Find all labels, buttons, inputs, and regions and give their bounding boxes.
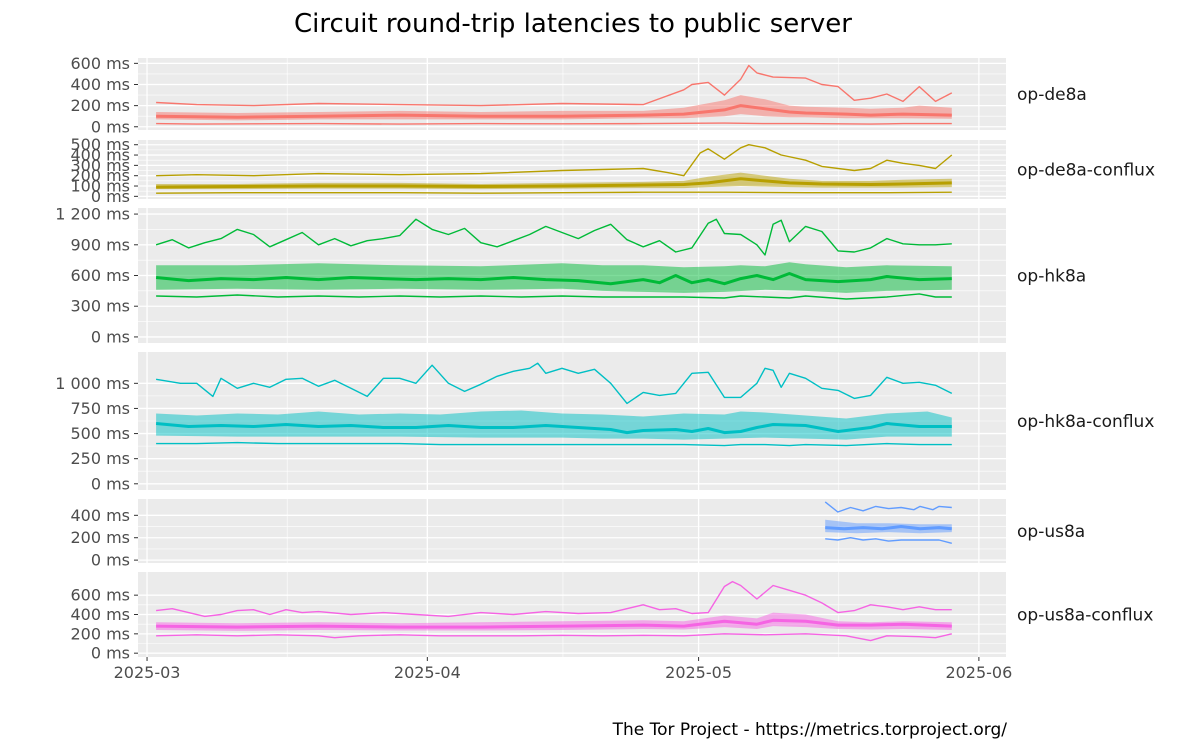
panel-op-hk8a: 0 ms 300 ms 600 ms 900 ms 1 200 ms op-hk8a (55, 205, 1086, 347)
y-tick-label: 200 ms (70, 96, 130, 115)
chart-caption: The Tor Project - https://metrics.torpro… (612, 720, 1008, 740)
panel-label: op-hk8a-conflux (1017, 412, 1154, 432)
low-line-op-de8a-conflux (156, 191, 952, 194)
iqr-band-op-de8a (156, 95, 952, 121)
y-tick-label: 300 ms (70, 297, 130, 316)
low-line-op-us8a-conflux (156, 633, 952, 642)
median-line-op-hk8a (155, 272, 952, 286)
panel-label: op-de8a (1017, 85, 1087, 105)
y-tick-label: 200 ms (70, 166, 130, 185)
x-tick-label: 2025-03 (114, 663, 181, 682)
y-tick-label: 400 ms (70, 75, 130, 94)
y-tick-label: 0 ms (91, 474, 130, 493)
panel-label: op-hk8a (1017, 267, 1086, 287)
x-tick-label: 2025-06 (945, 663, 1012, 682)
y-tick-label: 200 ms (70, 528, 130, 547)
low-line-op-de8a (156, 122, 952, 125)
panel-op-hk8a-conflux: 0 ms 250 ms 500 ms 750 ms 1 000 ms op-hk8a-co… (55, 352, 1154, 493)
median-line-op-us8a-conflux (156, 618, 952, 629)
panel-op-de8a: 0 ms 200 ms 400 ms 600 ms op-de8a (70, 54, 1086, 136)
x-tick-label: 2025-04 (394, 663, 461, 682)
median-line-op-de8a (156, 104, 952, 119)
low-line-op-hk8a (156, 293, 952, 300)
y-tick-label: 400 ms (70, 506, 130, 525)
y-tick-label: 500 ms (70, 424, 130, 443)
y-tick-label: 0 ms (91, 551, 130, 570)
panel-op-us8a: 0 ms 200 ms 400 ms op-us8a (70, 499, 1085, 570)
low-line-op-us8a (825, 537, 952, 544)
high-line-op-de8a (156, 64, 953, 107)
y-tick-label: 900 ms (70, 235, 130, 254)
chart-title: Circuit round-trip latencies to public s… (294, 9, 852, 39)
y-tick-label: 600 ms (70, 54, 130, 73)
y-tick-label: 300 ms (70, 156, 130, 175)
high-line-op-us8a (824, 501, 952, 513)
y-tick-label: 100 ms (70, 177, 130, 196)
median-line-op-de8a-conflux (156, 177, 952, 189)
y-tick-label: 400 ms (70, 605, 130, 624)
y-tick-label: 1 200 ms (55, 205, 130, 224)
median-line-op-us8a (825, 525, 952, 531)
panel-label: op-us8a (1017, 522, 1085, 542)
low-line-op-hk8a-conflux (156, 441, 952, 447)
panel-label: op-de8a-conflux (1017, 161, 1155, 181)
high-line-op-hk8a (155, 218, 952, 256)
high-line-op-hk8a-conflux (155, 362, 953, 405)
median-line-op-hk8a-conflux (155, 422, 952, 435)
y-tick-label: 1 000 ms (55, 374, 130, 393)
y-tick-label: 0 ms (91, 187, 130, 206)
x-tick-label: 2025-05 (665, 663, 732, 682)
iqr-band-op-hk8a (156, 262, 952, 293)
y-tick-label: 0 ms (91, 117, 130, 136)
y-tick-label: 400 ms (70, 146, 130, 165)
panel-label: op-us8a-conflux (1017, 606, 1153, 626)
y-tick-label: 600 ms (70, 586, 130, 605)
y-tick-label: 600 ms (70, 266, 130, 285)
y-tick-label: 500 ms (70, 135, 130, 154)
x-axis: 2025-03 2025-04 2025-05 2025-06 (114, 657, 1012, 682)
high-line-op-us8a-conflux (156, 580, 952, 618)
y-tick-label: 0 ms (91, 644, 130, 663)
y-tick-label: 750 ms (70, 399, 130, 418)
high-line-op-de8a-conflux (156, 143, 953, 177)
panel-background (138, 140, 1006, 199)
y-tick-label: 200 ms (70, 624, 130, 643)
y-tick-label: 0 ms (91, 327, 130, 346)
y-tick-label: 250 ms (70, 449, 130, 468)
